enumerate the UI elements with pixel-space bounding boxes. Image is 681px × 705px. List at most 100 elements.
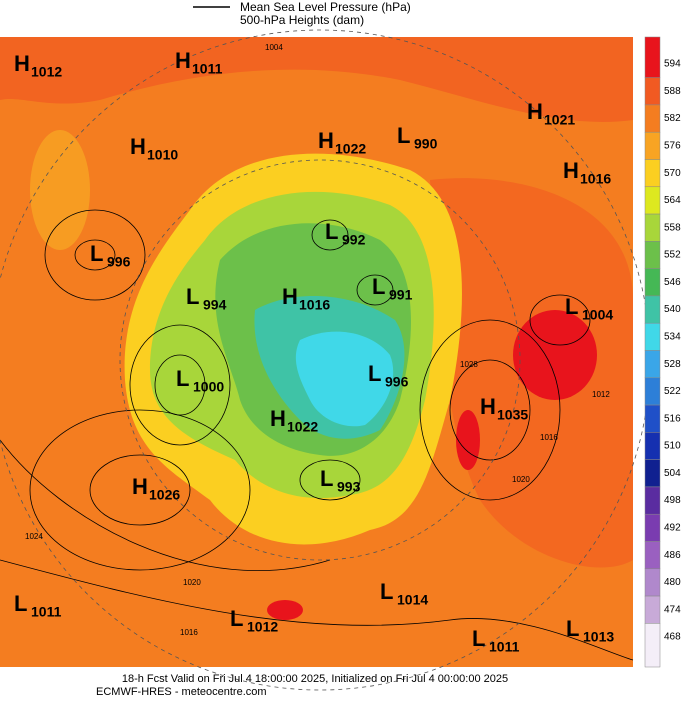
center-pressure: 1021	[544, 112, 575, 128]
center-kind: H	[175, 48, 191, 73]
center-kind: L	[397, 123, 410, 148]
colorbar-swatch	[644, 159, 661, 188]
colorbar-label: 510	[664, 441, 681, 452]
center-kind: L	[472, 626, 485, 651]
center-pressure: 1026	[149, 487, 180, 503]
region-576	[30, 130, 90, 250]
colorbar-swatch	[644, 404, 661, 433]
region-588	[0, 37, 633, 122]
colorbar-label: 504	[664, 468, 681, 479]
center-kind: L	[320, 466, 333, 491]
center-pressure: 1012	[31, 64, 62, 80]
colorbar-label: 468	[664, 632, 681, 643]
center-pressure: 996	[107, 254, 131, 270]
colorbar-label: 570	[664, 168, 681, 179]
colorbar-swatch	[644, 595, 661, 624]
colorbar-label: 594	[664, 59, 681, 70]
center-kind: L	[90, 241, 103, 266]
center-pressure: 1011	[192, 61, 223, 77]
colorbar-label: 486	[664, 550, 681, 561]
legend-fill-label: 500-hPa Heights (dam)	[240, 13, 364, 27]
colorbar-label: 492	[664, 522, 681, 533]
center-kind: L	[325, 219, 338, 244]
colorbar-label: 540	[664, 304, 681, 315]
center-pressure: 1022	[335, 141, 366, 157]
colorbar-swatch	[644, 77, 661, 106]
colorbar-label: 576	[664, 140, 681, 151]
colorbar-swatch	[644, 486, 661, 515]
center-pressure: 1014	[397, 592, 428, 608]
center-kind: L	[186, 284, 199, 309]
colorbar-label: 588	[664, 86, 681, 97]
colorbar-label: 534	[664, 331, 681, 342]
colorbar-swatch	[644, 459, 661, 488]
colorbar-label: 582	[664, 113, 681, 124]
center-kind: H	[318, 128, 334, 153]
center-pressure: 990	[414, 136, 438, 152]
colorbar-swatch	[644, 131, 661, 160]
colorbar-swatch	[644, 350, 661, 379]
isobar-label: 1020	[512, 475, 530, 484]
center-pressure: 1016	[580, 171, 611, 187]
center-pressure: 992	[342, 232, 366, 248]
colorbar-label: 522	[664, 386, 681, 397]
center-pressure: 996	[385, 374, 409, 390]
colorbar-label: 546	[664, 277, 681, 288]
center-kind: H	[14, 51, 30, 76]
colorbar-swatch	[644, 623, 661, 668]
colorbar-swatch	[644, 541, 661, 570]
region-534	[295, 331, 394, 427]
colorbar-swatch	[644, 186, 661, 215]
isobar-label: 1020	[183, 578, 201, 587]
isobar-label: 1016	[540, 433, 558, 442]
legend-line-label: Mean Sea Level Pressure (hPa)	[240, 0, 411, 14]
colorbar-label: 528	[664, 359, 681, 370]
colorbar-label: 480	[664, 577, 681, 588]
center-kind: L	[372, 274, 385, 299]
colorbar-swatch	[644, 36, 661, 78]
center-pressure: 1012	[247, 619, 278, 635]
center-kind: H	[563, 158, 579, 183]
colorbar-swatch	[644, 295, 661, 324]
center-kind: H	[132, 474, 148, 499]
colorbar-swatch	[644, 268, 661, 297]
isobar-label: 1016	[180, 628, 198, 637]
center-kind: H	[480, 394, 496, 419]
center-pressure: 1011	[489, 639, 520, 655]
colorbar-label: 564	[664, 195, 681, 206]
center-pressure: 1022	[287, 419, 318, 435]
center-kind: L	[230, 606, 243, 631]
colorbar-swatch	[644, 241, 661, 269]
colorbar-label: 558	[664, 222, 681, 233]
center-kind: L	[380, 579, 393, 604]
colorbar-label: 516	[664, 413, 681, 424]
isobar-label: 1012	[592, 390, 610, 399]
colorbar-label: 474	[664, 604, 681, 615]
region-594	[456, 410, 480, 470]
contour-labels: 1004 1024 1020 1016 1028 1020 1016 1012	[25, 43, 610, 637]
colorbar-label: 498	[664, 495, 681, 506]
colorbar-swatch	[644, 104, 661, 133]
colorbar-swatch	[644, 513, 661, 542]
center-pressure: 994	[203, 297, 227, 313]
center-kind: L	[14, 591, 27, 616]
center-kind: L	[566, 616, 579, 641]
footer-valid: 18-h Fcst Valid on Fri Jul 4 18:00:00 20…	[122, 673, 508, 685]
center-kind: L	[565, 294, 578, 319]
center-kind: H	[270, 406, 286, 431]
center-kind: L	[176, 366, 189, 391]
center-pressure: 1000	[193, 379, 224, 395]
center-pressure: 1035	[497, 407, 528, 423]
center-kind: H	[527, 99, 543, 124]
center-pressure: 993	[337, 479, 361, 495]
center-kind: H	[130, 134, 146, 159]
isobars	[0, 209, 634, 661]
center-pressure: 1016	[299, 297, 330, 313]
center-kind: H	[282, 284, 298, 309]
colorbar-swatch	[644, 568, 661, 597]
isobar-label: 1028	[460, 360, 478, 369]
center-pressure: 1011	[31, 604, 62, 620]
